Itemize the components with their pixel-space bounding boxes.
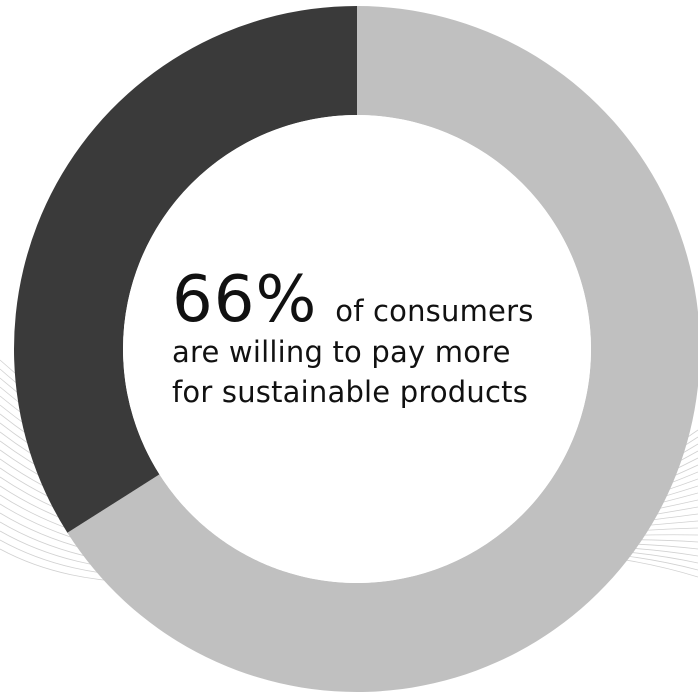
- center-caption: 66% of consumers are willing to pay more…: [172, 268, 592, 412]
- donut-slice-willing-to-pay-more: [67, 6, 698, 692]
- caption-line-1: 66% of consumers: [172, 268, 592, 332]
- donut-slice-other: [13, 5, 357, 533]
- donut-hole: [123, 115, 591, 583]
- percentage-label: 66%: [172, 263, 318, 337]
- caption-line-3: for sustainable products: [172, 375, 529, 409]
- caption-line-2: are willing to pay more: [172, 335, 511, 369]
- caption-tail: of consumers: [335, 294, 534, 328]
- donut-slices: [13, 5, 698, 692]
